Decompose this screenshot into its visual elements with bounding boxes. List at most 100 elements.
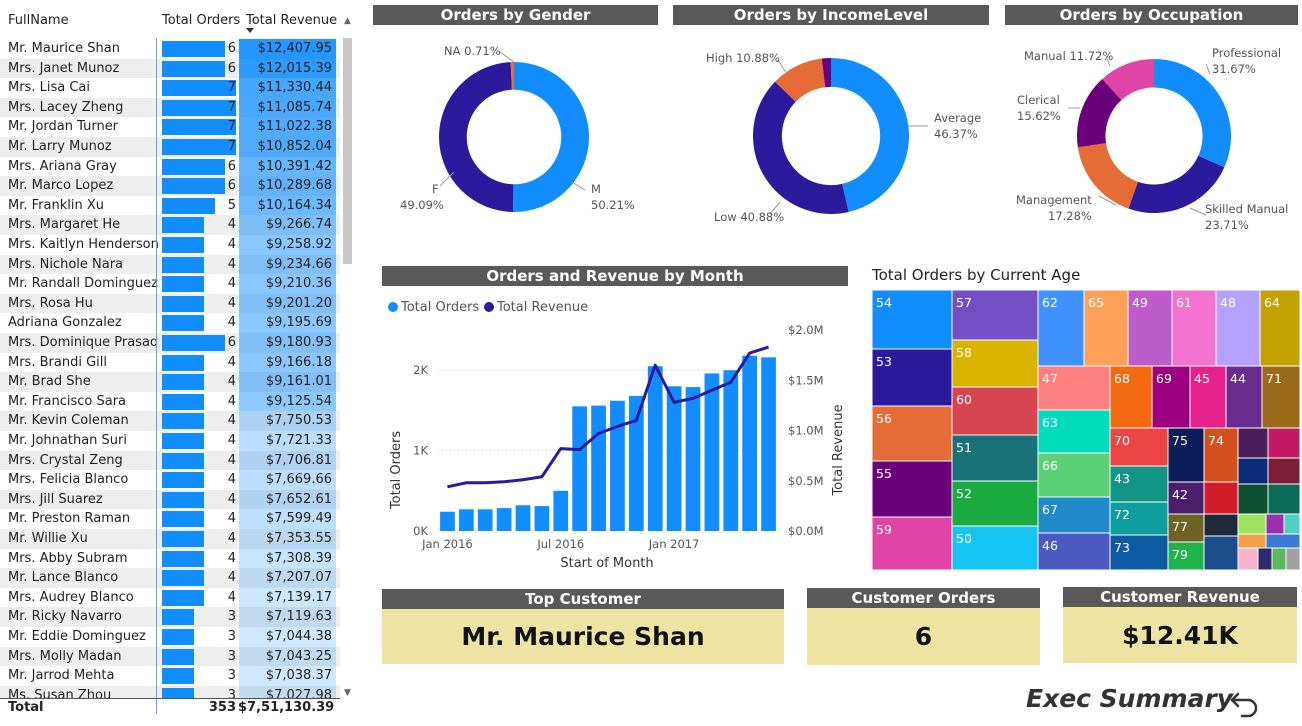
table-row[interactable]: Mrs. Abby Subram 4 $7,308.39 bbox=[0, 548, 340, 569]
orders-bar[interactable] bbox=[704, 373, 720, 531]
orders-bar[interactable] bbox=[591, 405, 606, 531]
treemap-cell[interactable] bbox=[1237, 513, 1267, 535]
orders-bar[interactable] bbox=[477, 509, 493, 531]
table-row[interactable]: Mrs. Rosa Hu 4 $9,201.20 bbox=[0, 293, 340, 314]
table-row[interactable]: Mr. Willie Xu 4 $7,353.55 bbox=[0, 529, 340, 549]
table-row[interactable]: Mrs. Molly Madan 3 $7,043.25 bbox=[0, 646, 340, 667]
treemap-cell[interactable] bbox=[1267, 483, 1300, 515]
table-row[interactable]: Mr. Kevin Coleman 4 $7,750.53 bbox=[0, 411, 340, 431]
treemap-cell[interactable] bbox=[1203, 427, 1239, 483]
orders-bar[interactable] bbox=[742, 355, 758, 531]
table-row[interactable]: Mr. Lance Blanco 4 $7,207.07 bbox=[0, 568, 340, 588]
treemap-cell[interactable] bbox=[1167, 513, 1205, 543]
treemap-cell[interactable] bbox=[951, 386, 1039, 436]
header-total-orders[interactable]: Total Orders bbox=[162, 13, 241, 28]
treemap-cell[interactable] bbox=[1259, 290, 1300, 367]
treemap-cell[interactable] bbox=[1237, 427, 1269, 459]
treemap-cell[interactable] bbox=[1285, 547, 1300, 570]
legend-revenue-label[interactable]: Total Revenue bbox=[496, 300, 588, 315]
treemap-cell[interactable] bbox=[951, 525, 1039, 570]
treemap-cell[interactable] bbox=[1109, 501, 1169, 536]
orders-bar[interactable] bbox=[628, 395, 644, 531]
table-row[interactable]: Mr. Franklin Xu 5 $10,164.34 bbox=[0, 195, 340, 216]
orders-bar[interactable] bbox=[685, 387, 701, 531]
customer-table[interactable]: FullName Total Orders Total Revenue Mr. … bbox=[0, 0, 356, 726]
income-donut-chart[interactable]: High 10.88% Average 46.37% Low 40.88% bbox=[673, 28, 989, 228]
donut-slice[interactable] bbox=[1102, 59, 1154, 101]
treemap-cell[interactable] bbox=[1037, 452, 1111, 498]
treemap-cell[interactable] bbox=[1127, 290, 1173, 367]
treemap-cell[interactable] bbox=[1109, 465, 1169, 503]
table-row[interactable]: Mr. Eddie Dominguez 3 $7,044.38 bbox=[0, 627, 340, 647]
treemap-cell[interactable] bbox=[951, 480, 1039, 527]
treemap-cell[interactable] bbox=[1237, 483, 1269, 515]
revenue-line[interactable] bbox=[447, 345, 770, 489]
scroll-thumb[interactable] bbox=[343, 38, 352, 264]
table-row[interactable]: Mr. Brad She 4 $9,161.01 bbox=[0, 372, 340, 392]
table-row[interactable]: Mr. Jarrod Mehta 3 $7,038.37 bbox=[0, 666, 340, 686]
treemap-cell[interactable] bbox=[1203, 535, 1239, 570]
treemap-cell[interactable] bbox=[1257, 547, 1273, 570]
table-row[interactable]: Mrs. Kaitlyn Henderson 4 $9,258.92 bbox=[0, 235, 340, 255]
table-row[interactable]: Mrs. Jill Suarez 4 $7,652.61 bbox=[0, 489, 340, 510]
table-row[interactable]: Mrs. Lisa Cai 7 $11,330.44 bbox=[0, 78, 340, 98]
treemap-cell[interactable] bbox=[1037, 496, 1111, 534]
orders-bar[interactable] bbox=[761, 357, 776, 531]
donut-slice[interactable] bbox=[513, 62, 590, 212]
orders-bar[interactable] bbox=[610, 400, 625, 531]
legend-orders-label[interactable]: Total Orders bbox=[400, 300, 479, 315]
orders-bar[interactable] bbox=[458, 509, 474, 531]
orders-bar[interactable] bbox=[647, 366, 663, 531]
treemap-cell[interactable] bbox=[951, 290, 1039, 341]
table-row[interactable]: Mr. Randall Dominguez 4 $9,210.36 bbox=[0, 274, 340, 294]
header-fullname[interactable]: FullName bbox=[8, 13, 69, 28]
table-row[interactable]: Mr. Preston Raman 4 $7,599.49 bbox=[0, 509, 340, 529]
table-row[interactable]: Mr. Francisco Sara 4 $9,125.54 bbox=[0, 391, 340, 412]
age-treemap[interactable]: 54 53 56 55 59 57 58 60 51 52 50 62 65 49 61 48 64 47 63 66… bbox=[872, 290, 1300, 570]
treemap-cell[interactable] bbox=[1203, 481, 1239, 515]
gender-donut-chart[interactable]: NA 0.71% M 50.21% F 49.09% bbox=[373, 28, 658, 228]
donut-slice[interactable] bbox=[821, 58, 831, 88]
treemap-cell[interactable] bbox=[1189, 365, 1227, 429]
donut-slice[interactable] bbox=[774, 58, 826, 102]
table-row[interactable]: Mr. Maurice Shan 6 $12,407.95 bbox=[0, 39, 340, 59]
table-row[interactable]: Mrs. Margaret He 4 $9,266.74 bbox=[0, 215, 340, 235]
treemap-cell[interactable] bbox=[1109, 427, 1169, 467]
orders-bar[interactable] bbox=[553, 490, 569, 531]
table-row[interactable]: Mr. Johnathan Suri 4 $7,721.33 bbox=[0, 431, 340, 451]
table-row[interactable]: Mrs. Ariana Gray 6 $10,391.42 bbox=[0, 156, 340, 177]
treemap-cell[interactable] bbox=[1037, 290, 1085, 367]
orders-bar[interactable] bbox=[534, 506, 550, 531]
treemap-cell[interactable] bbox=[1271, 547, 1287, 570]
treemap-cell[interactable] bbox=[872, 460, 953, 518]
treemap-cell[interactable] bbox=[1283, 513, 1300, 535]
table-row[interactable]: Ms. Susan Zhou 3 $7,027.98 bbox=[0, 685, 340, 698]
table-row[interactable]: Mrs. Dominique Prasad 6 $9,180.93 bbox=[0, 333, 340, 353]
donut-slice[interactable] bbox=[439, 62, 514, 212]
orders-revenue-combo-chart[interactable]: Total Orders Total Revenue Total Orders … bbox=[380, 290, 850, 575]
table-row[interactable]: Mr. Marco Lopez 6 $10,289.68 bbox=[0, 176, 340, 196]
treemap-cell[interactable] bbox=[1265, 513, 1285, 535]
orders-bar[interactable] bbox=[515, 505, 531, 531]
orders-bar[interactable] bbox=[572, 406, 588, 531]
treemap-cell[interactable] bbox=[951, 434, 1039, 482]
table-row[interactable]: Mrs. Felicia Blanco 4 $7,669.66 bbox=[0, 470, 340, 490]
header-total-revenue[interactable]: Total Revenue bbox=[246, 13, 338, 28]
treemap-cell[interactable] bbox=[1237, 457, 1269, 485]
table-row[interactable]: Mrs. Nichole Nara 4 $9,234.66 bbox=[0, 254, 340, 275]
scroll-down-icon[interactable]: ▼ bbox=[344, 688, 351, 698]
treemap-cell[interactable] bbox=[1167, 481, 1205, 515]
treemap-cell[interactable] bbox=[1237, 533, 1267, 549]
orders-bar[interactable] bbox=[496, 508, 512, 531]
table-row[interactable]: Mrs. Janet Munoz 6 $12,015.39 bbox=[0, 58, 340, 79]
treemap-cell[interactable] bbox=[1037, 532, 1111, 570]
table-scrollbar[interactable]: ▲ ▼ bbox=[342, 12, 354, 702]
treemap-cell[interactable] bbox=[1267, 427, 1300, 459]
treemap-cell[interactable] bbox=[1225, 365, 1263, 429]
table-row[interactable]: Mrs. Crystal Zeng 4 $7,706.81 bbox=[0, 450, 340, 471]
back-arrow-icon[interactable] bbox=[1228, 684, 1262, 718]
donut-slice[interactable] bbox=[752, 81, 849, 214]
table-row[interactable]: Adriana Gonzalez 4 $9,195.69 bbox=[0, 313, 340, 333]
table-row[interactable]: Mr. Larry Munoz 7 $10,852.04 bbox=[0, 137, 340, 157]
donut-slice[interactable] bbox=[1077, 143, 1138, 209]
